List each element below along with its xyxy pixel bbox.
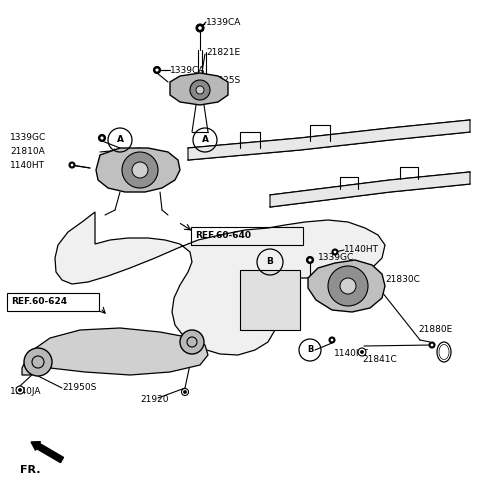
FancyArrow shape (31, 442, 63, 462)
Polygon shape (240, 270, 300, 330)
Circle shape (132, 162, 148, 178)
Circle shape (190, 80, 210, 100)
Text: 1339CA: 1339CA (206, 18, 241, 27)
Text: B: B (266, 258, 274, 267)
Text: 21880E: 21880E (418, 326, 452, 335)
Circle shape (329, 337, 335, 343)
Text: 1339CA: 1339CA (170, 66, 205, 75)
Text: 1140HT: 1140HT (10, 160, 45, 169)
Text: B: B (307, 346, 313, 355)
Text: 21841C: 21841C (362, 356, 397, 365)
Circle shape (431, 344, 433, 346)
Text: FR.: FR. (20, 465, 40, 475)
Circle shape (332, 249, 338, 255)
Circle shape (19, 389, 21, 391)
Circle shape (16, 386, 24, 394)
Polygon shape (55, 212, 385, 355)
Circle shape (181, 388, 189, 395)
Text: A: A (202, 135, 208, 144)
Text: 21825S: 21825S (206, 76, 240, 85)
Circle shape (328, 266, 368, 306)
Text: 1339GC: 1339GC (318, 253, 354, 262)
Text: 21950S: 21950S (62, 383, 96, 392)
Circle shape (180, 330, 204, 354)
Text: 1339GC: 1339GC (10, 132, 46, 141)
Circle shape (196, 24, 204, 32)
Polygon shape (308, 260, 385, 312)
Text: REF.60-624: REF.60-624 (11, 298, 67, 307)
Text: 1140HT: 1140HT (334, 350, 369, 359)
Circle shape (307, 257, 313, 264)
Polygon shape (188, 120, 470, 160)
Text: 21821E: 21821E (206, 48, 240, 57)
Circle shape (100, 136, 104, 140)
Text: 21810A: 21810A (10, 147, 45, 156)
Text: 1140HT: 1140HT (344, 244, 379, 254)
Circle shape (340, 278, 356, 294)
Circle shape (184, 391, 186, 393)
Circle shape (358, 348, 366, 356)
Polygon shape (270, 172, 470, 207)
Polygon shape (22, 328, 208, 375)
Circle shape (331, 339, 333, 341)
Circle shape (156, 69, 158, 72)
Circle shape (309, 259, 312, 262)
Circle shape (334, 250, 336, 254)
Circle shape (361, 351, 363, 353)
Circle shape (71, 164, 73, 166)
Text: 21830C: 21830C (385, 276, 420, 285)
Text: A: A (117, 135, 123, 144)
Circle shape (154, 67, 160, 74)
Circle shape (122, 152, 158, 188)
Circle shape (429, 342, 435, 348)
Circle shape (196, 86, 204, 94)
Circle shape (98, 134, 106, 141)
Text: REF.60-640: REF.60-640 (195, 231, 251, 240)
Text: 21920: 21920 (140, 395, 168, 404)
Polygon shape (170, 73, 228, 105)
Circle shape (69, 162, 75, 168)
Circle shape (198, 26, 202, 30)
Polygon shape (96, 148, 180, 192)
Circle shape (24, 348, 52, 376)
Text: 1140JA: 1140JA (10, 387, 41, 396)
